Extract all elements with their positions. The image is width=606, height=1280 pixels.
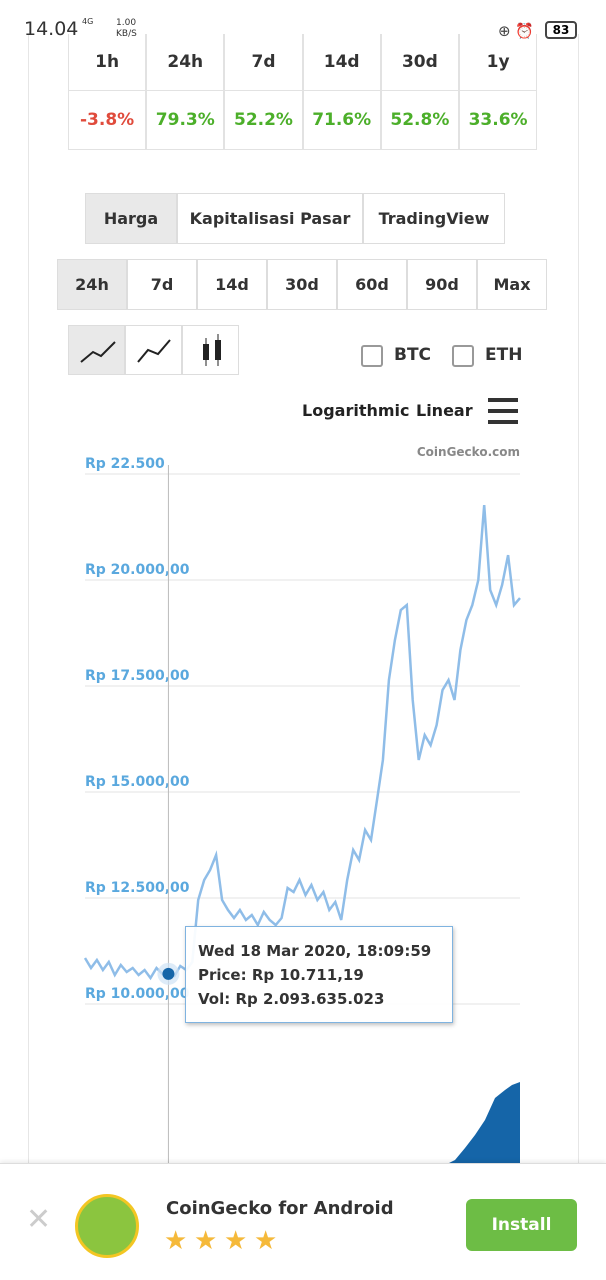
checkbox-label[interactable]: BTC [394,345,432,365]
y-tick-label: Rp 12.500,00 [85,880,190,896]
close-button[interactable]: ✕ [26,1202,52,1237]
icon [203,334,221,366]
chart-type-button[interactable] [68,325,125,375]
banner-title: CoinGecko for Android [166,1198,394,1219]
icon [80,341,116,363]
checkbox-label[interactable]: ETH [485,345,523,365]
menu-bar[interactable] [488,409,518,413]
watermark: CoinGecko.com [417,445,520,459]
table-header: 14d [302,34,381,91]
star: ★ [164,1226,188,1256]
y-tick-label: Rp 15.000,00 [85,774,190,790]
icon [137,339,171,363]
y-tick-label: Rp 20.000,00 [85,562,190,578]
rating: ★ ★ ★ ★ [164,1226,284,1256]
range-button[interactable]: 14d [197,259,267,310]
chart-type-button[interactable] [125,325,182,375]
table-value: 52.8% [380,90,459,150]
range-button[interactable]: 60d [337,259,407,310]
checkbox[interactable] [452,345,474,367]
range-button[interactable]: 90d [407,259,477,310]
scale-option[interactable]: Logarithmic [302,401,410,420]
tab[interactable]: Kapitalisasi Pasar [177,193,363,244]
star: ★ [254,1226,278,1256]
speed-unit: KB/S [116,29,137,39]
tooltip: Wed 18 Mar 2020, 18:09:59 Price: Rp 10.7… [185,926,453,1023]
status-bar: 14.04 4G 1.00 KB/S ⊕ ⏰ 83 [0,0,606,40]
tooltip-volume: Vol: Rp 2.093.635.023 [198,990,385,1008]
install-button[interactable]: Install [466,1199,577,1251]
price-line [83,505,521,981]
table-header: 30d [380,34,459,91]
hover-point [162,967,175,980]
table-header: 1h [68,34,147,91]
table-value: -3.8% [68,90,147,150]
chart: CoinGecko.com Rp 10.000,00 Rp 12.500,00 Rp… [83,445,521,1165]
y-tick-label: Rp 22.500 [85,456,165,472]
app-banner: ✕ CoinGecko for Android ★ ★ ★ ★ Install [0,1163,606,1280]
time: 14.04 [24,18,79,40]
frame-right [578,0,579,1165]
table-value: 33.6% [459,90,538,150]
checkbox[interactable] [361,345,383,367]
tab[interactable]: Harga [85,193,177,244]
frame-left [28,0,29,1165]
tooltip-price: Price: Rp 10.711,19 [198,966,364,984]
range-button[interactable]: 30d [267,259,337,310]
battery: 83 [545,21,577,39]
star: ★ [194,1226,218,1256]
y-tick-label: Rp 17.500,00 [85,668,190,684]
alarm-icons: ⊕ ⏰ [498,22,535,40]
table-value: 52.2% [224,90,303,150]
range-button[interactable]: 24h [57,259,127,310]
table-header: 7d [224,34,303,91]
table-header: 24h [146,34,225,91]
y-tick-label: Rp 10.000,00 [85,986,190,1002]
menu-button[interactable] [488,398,518,424]
table-value: 71.6% [302,90,381,150]
volume-area [445,1082,520,1165]
app-icon [75,1194,139,1258]
scale-option[interactable]: Linear [416,401,473,420]
star: ★ [224,1226,248,1256]
range-button[interactable]: Max [477,259,547,310]
network: 4G [82,17,94,26]
speed: 1.00 [116,18,137,28]
tooltip-date: Wed 18 Mar 2020, 18:09:59 [198,942,432,960]
table-header: 1y [459,34,538,91]
tab[interactable]: TradingView [363,193,505,244]
table-value: 79.3% [146,90,225,150]
range-button[interactable]: 7d [127,259,197,310]
chart-type-button[interactable] [182,325,239,375]
